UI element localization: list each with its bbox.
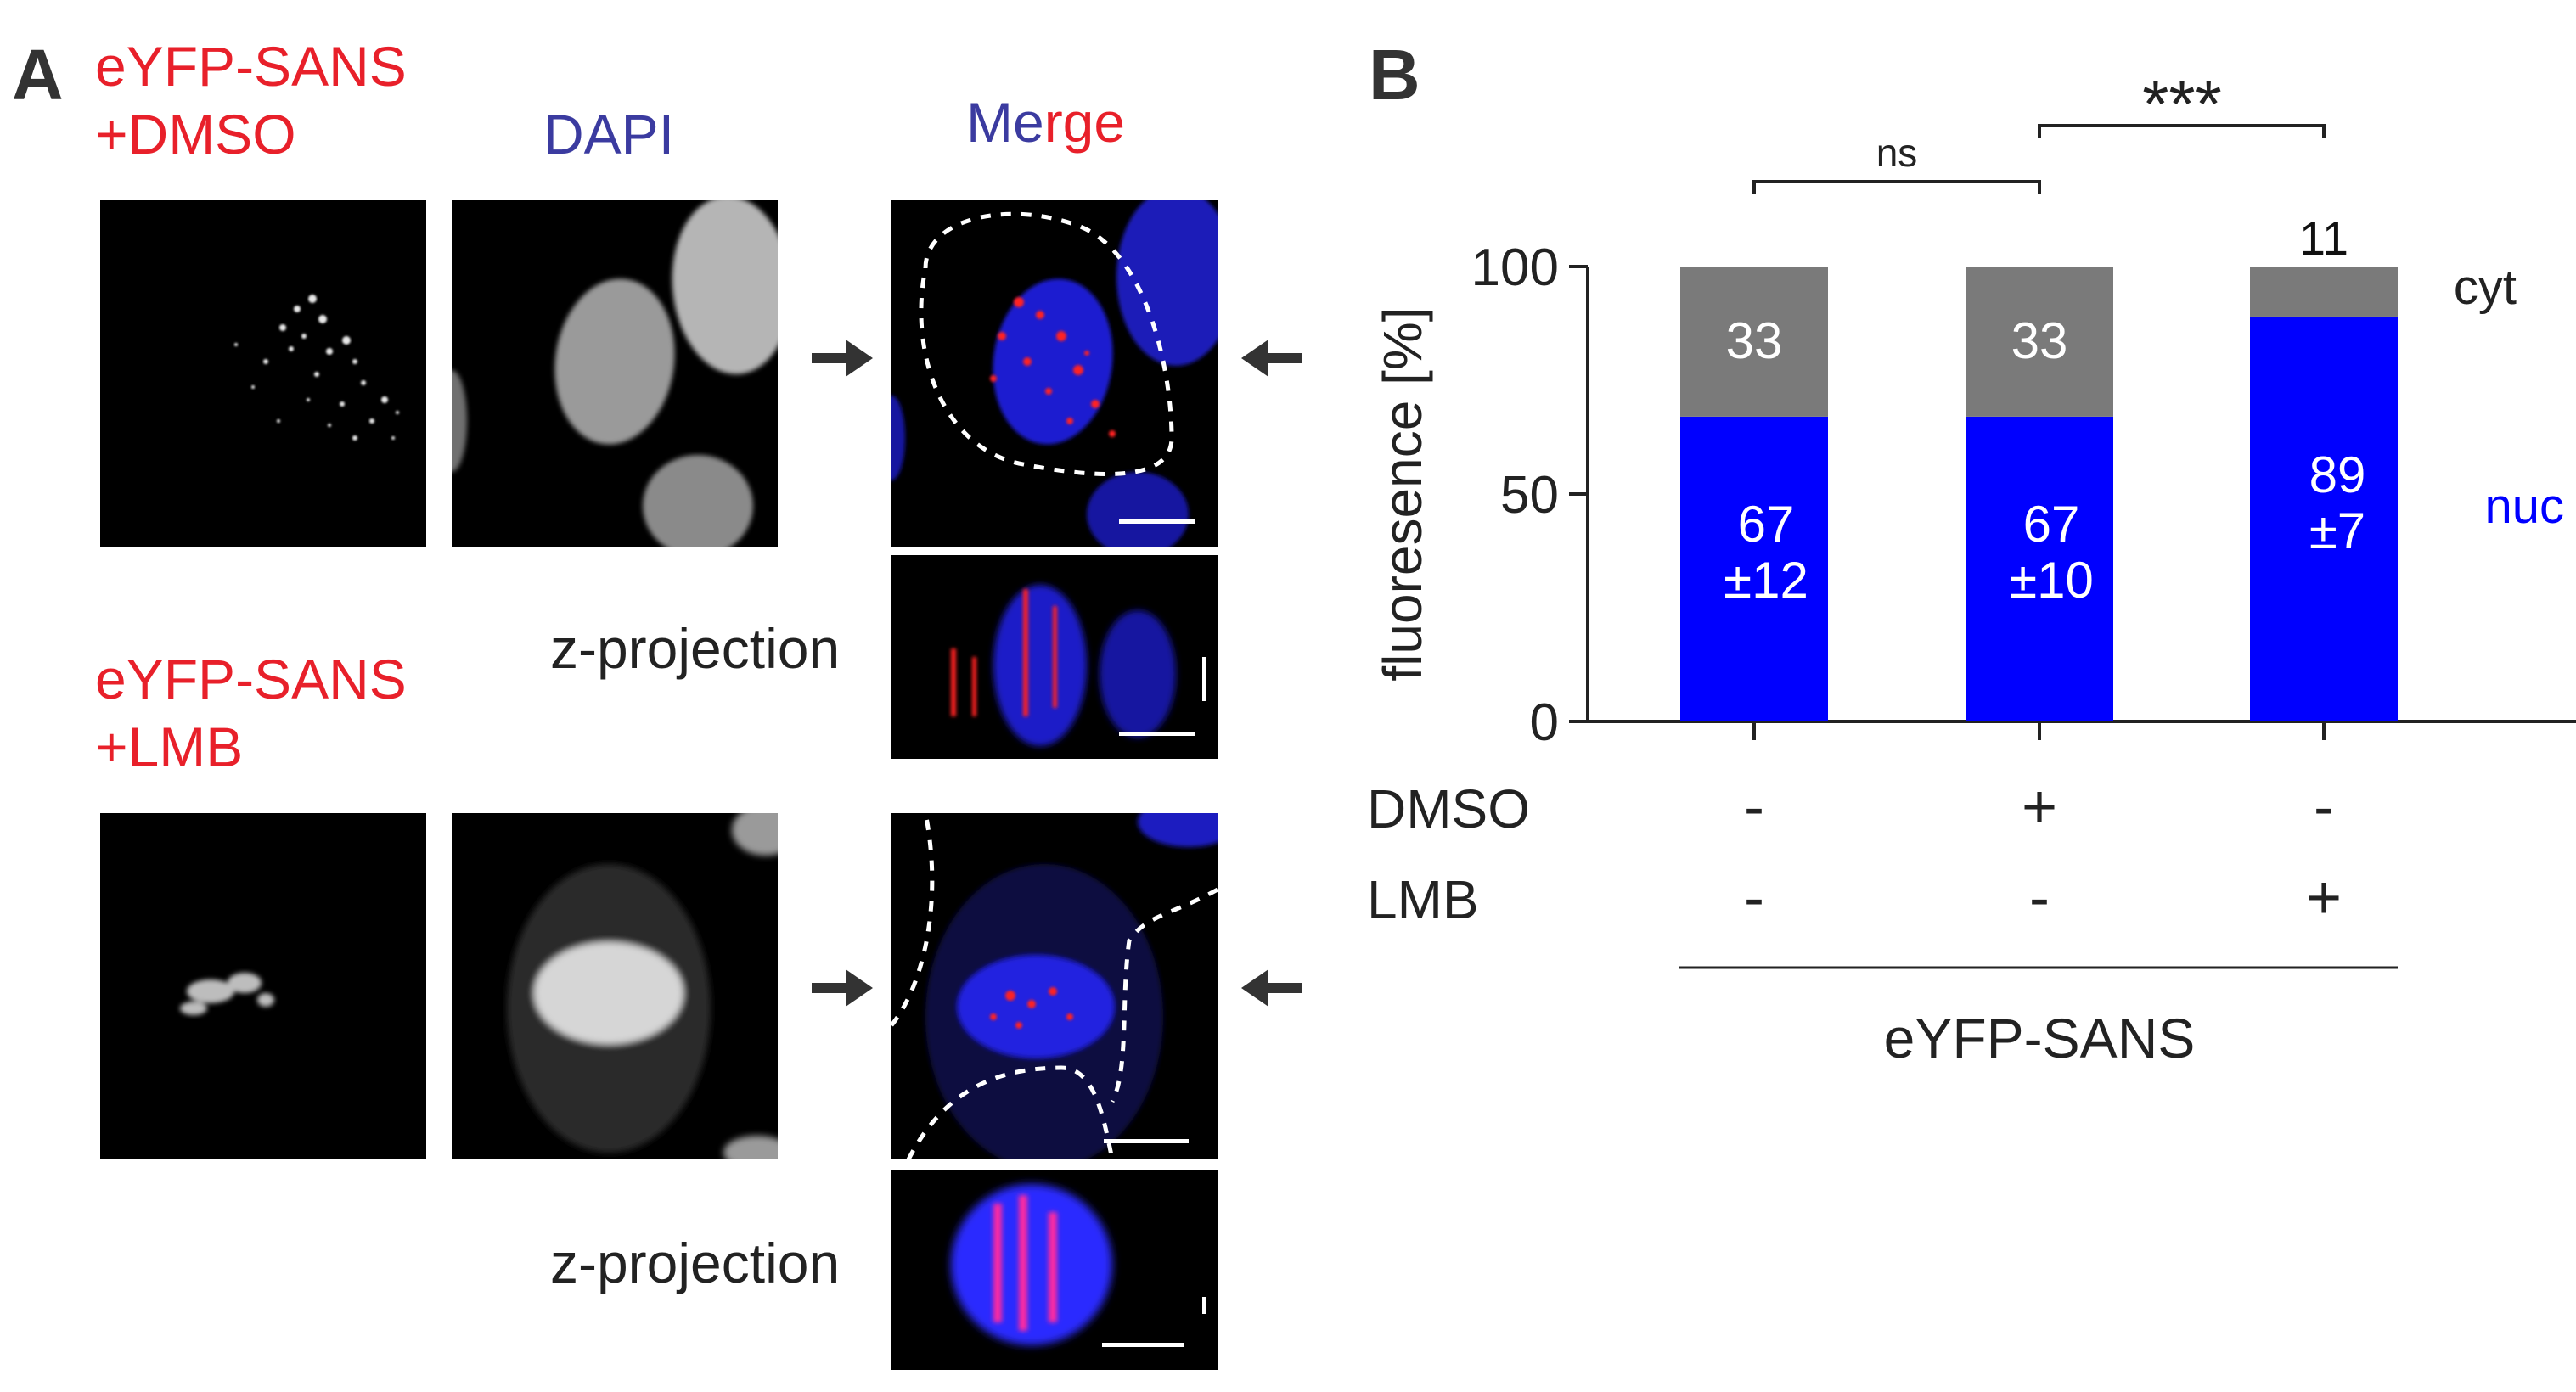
sig-label-stars: *** — [2142, 66, 2221, 142]
dapi-lmb-image — [452, 813, 778, 1159]
sig-bracket-ns — [1752, 180, 2041, 194]
arrow-right-icon-2 — [812, 966, 875, 1010]
zproj-dmso-image — [891, 555, 1218, 759]
nuc-value-label: 67 — [2023, 496, 2080, 553]
sig-label-ns: ns — [1876, 131, 1918, 175]
merge-dmso-image — [891, 200, 1218, 547]
stacked-bar-chart: 0 50 100 fluoresence [%] 67 ±12 33 67 ±10 33 89 ±7 1… — [1341, 0, 2576, 1188]
treatment-row-label: DMSO — [1367, 778, 1530, 839]
bar-cyt — [2250, 267, 2398, 317]
dapi-dmso-image — [452, 200, 778, 547]
y-tick-label: 0 — [1530, 693, 1559, 752]
zproj-label-2: z-projection — [550, 1232, 841, 1294]
bar-nuc — [2250, 316, 2398, 721]
y-tick-label: 50 — [1500, 466, 1559, 525]
treatment-sign: + — [2306, 864, 2342, 932]
treatment-sign: - — [1744, 864, 1764, 932]
bar-nuc — [1966, 416, 2113, 721]
group-label: eYFP-SANS — [1884, 1007, 2196, 1069]
row1-label-line1: eYFP-SANS — [95, 35, 407, 98]
merge-header-blue: Me — [966, 91, 1044, 154]
merge-header-red: rge — [1043, 91, 1126, 154]
arrow-left-icon-2 — [1240, 966, 1302, 1010]
legend-nuc: nuc — [2484, 479, 2564, 534]
arrow-right-icon — [812, 336, 875, 380]
nuc-value-label: 89 — [2309, 446, 2366, 503]
eyfp-dmso-image — [100, 200, 426, 547]
zproj-lmb-image — [891, 1170, 1218, 1370]
row2-label: eYFP-SANS +LMB — [95, 645, 407, 781]
row2-label-line1: eYFP-SANS — [95, 648, 407, 710]
bar-cyt — [1966, 267, 2113, 417]
dapi-header: DAPI — [543, 103, 675, 166]
treatment-row-label: LMB — [1367, 869, 1479, 930]
bar-nuc — [1680, 416, 1828, 721]
row1-label-line2: +DMSO — [95, 103, 296, 166]
bar-cyt — [1680, 267, 1828, 417]
cyt-value-label: 33 — [1726, 312, 1783, 369]
y-tick-label: 100 — [1471, 239, 1559, 297]
treatment-sign: + — [2022, 773, 2057, 841]
nuc-value-label: 67 — [1738, 496, 1795, 553]
treatment-sign: - — [1744, 773, 1764, 841]
treatment-sign: - — [2029, 864, 2050, 932]
zproj-label-1: z-projection — [550, 617, 841, 680]
nuc-sd-label: ±10 — [2009, 552, 2094, 609]
panel-b-letter: B — [1369, 35, 1420, 115]
sig-bracket-stars — [2038, 124, 2326, 138]
legend-cyt: cyt — [2454, 260, 2517, 315]
merge-header: Merge — [966, 88, 1125, 156]
treatment-sign: - — [2314, 773, 2334, 841]
cyt-value-label: 33 — [2011, 312, 2068, 369]
merge-lmb-image — [891, 813, 1218, 1159]
y-axis-label: fluoresence [%] — [1372, 306, 1433, 681]
panel-a-letter: A — [12, 35, 64, 115]
row2-label-line2: +LMB — [95, 716, 244, 778]
eyfp-lmb-image — [100, 813, 426, 1159]
nuc-sd-label: ±12 — [1724, 552, 1808, 609]
row1-label: eYFP-SANS +DMSO — [95, 32, 407, 168]
nuc-sd-label: ±7 — [2309, 502, 2365, 559]
cyt-value-label: 11 — [2299, 211, 2348, 265]
arrow-left-icon — [1240, 336, 1302, 380]
